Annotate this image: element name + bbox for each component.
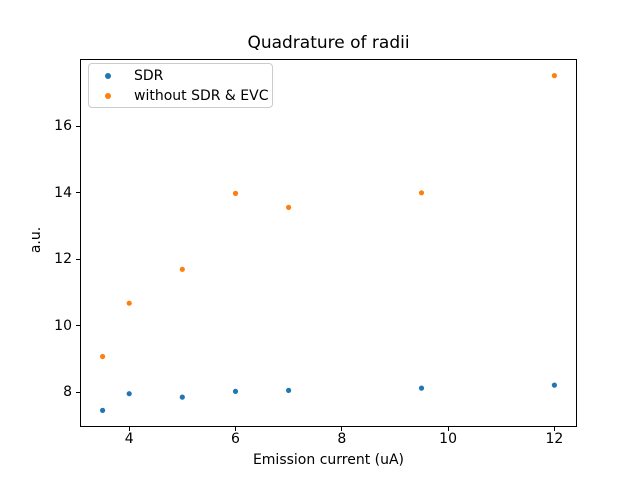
legend: SDR without SDR & EVC — [88, 63, 273, 108]
y-tick-mark — [76, 325, 80, 327]
legend-marker-icon — [105, 92, 111, 99]
y-tick-mark — [76, 391, 80, 393]
x-axis-label: Emission current (uA) — [252, 452, 405, 468]
legend-marker-icon — [105, 72, 111, 79]
x-tick-mark — [341, 427, 343, 431]
y-tick-label: 8 — [63, 384, 72, 401]
x-tick-label: 8 — [337, 431, 347, 447]
y-axis-label: a.u. — [28, 226, 44, 254]
y-tick-label: 14 — [54, 184, 72, 201]
x-tick-mark — [447, 427, 449, 431]
legend-item: without SDR & EVC — [105, 87, 272, 105]
y-tick-label: 10 — [54, 317, 72, 334]
y-tick-mark — [76, 125, 80, 127]
y-tick-label: 16 — [54, 118, 72, 135]
legend-label: without SDR & EVC — [134, 87, 269, 104]
legend-label: SDR — [134, 67, 164, 84]
x-tick-label: 4 — [124, 431, 134, 447]
x-tick-mark — [234, 427, 236, 431]
legend-item: SDR — [105, 67, 272, 85]
chart-title: Quadrature of radii — [247, 33, 410, 53]
x-tick-label: 6 — [231, 431, 240, 447]
plot-area — [80, 59, 577, 427]
x-tick-mark — [553, 427, 555, 431]
y-tick-label: 12 — [54, 251, 72, 268]
x-tick-label: 12 — [545, 431, 564, 447]
y-tick-mark — [76, 258, 80, 260]
y-tick-mark — [76, 192, 80, 194]
x-tick-mark — [128, 427, 130, 431]
x-tick-label: 10 — [439, 431, 457, 447]
